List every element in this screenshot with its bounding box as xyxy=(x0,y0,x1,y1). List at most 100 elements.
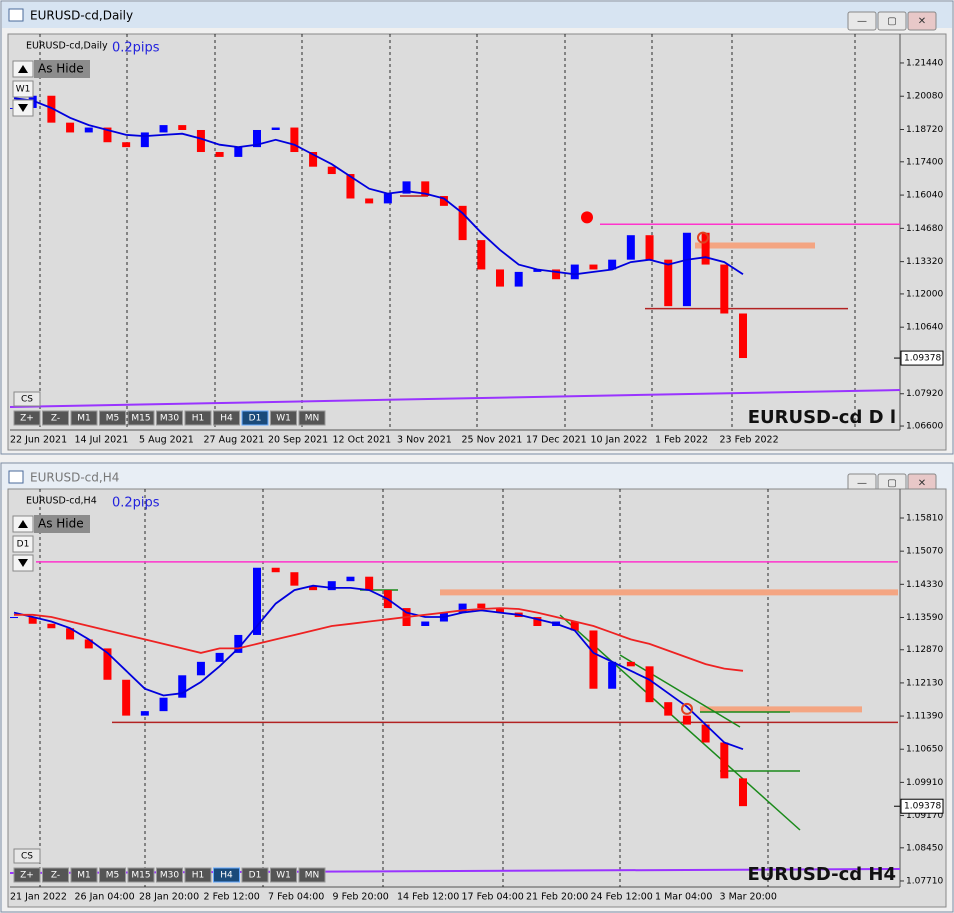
candle xyxy=(327,166,336,175)
close-icon[interactable]: ✕ xyxy=(918,478,926,489)
close-button[interactable] xyxy=(907,11,937,31)
toolbar-button[interactable] xyxy=(99,867,126,883)
period-button-label[interactable]: D1 xyxy=(17,540,30,550)
toolbar-button-label[interactable]: M1 xyxy=(77,871,91,881)
toolbar-button-label[interactable]: M30 xyxy=(160,871,179,881)
toolbar-button[interactable] xyxy=(42,410,69,426)
cs-button[interactable] xyxy=(13,391,41,407)
y-tick-label: 1.14330 xyxy=(906,580,943,590)
toolbar-button-label[interactable]: MN xyxy=(305,414,320,424)
toolbar-button[interactable] xyxy=(184,410,212,426)
toolbar-button-label[interactable]: H4 xyxy=(220,414,233,424)
toolbar-button-label[interactable]: M1 xyxy=(77,414,91,424)
cs-button[interactable] xyxy=(13,848,41,864)
toolbar-button[interactable] xyxy=(13,867,41,883)
toolbar-button[interactable] xyxy=(70,867,98,883)
maximize-icon[interactable]: ▢ xyxy=(887,16,896,27)
x-tick-label: 2 Feb 12:00 xyxy=(204,892,260,903)
candle xyxy=(196,661,205,676)
toolbar-button[interactable] xyxy=(270,410,297,426)
green-trendline xyxy=(619,654,741,728)
candle xyxy=(66,122,75,133)
title-bar xyxy=(2,2,952,28)
price-label: 1.09378 xyxy=(904,802,941,812)
candle xyxy=(346,174,355,199)
toolbar-button[interactable] xyxy=(298,867,326,883)
maximize-icon[interactable]: ▢ xyxy=(887,478,896,489)
candle xyxy=(215,152,224,157)
toolbar-button[interactable] xyxy=(241,867,269,883)
toolbar-button-label[interactable]: M15 xyxy=(131,414,150,424)
candle xyxy=(178,675,187,698)
spread-label: 0.2pips xyxy=(112,496,160,511)
cs-button-label[interactable]: CS xyxy=(21,852,33,862)
close-icon[interactable]: ✕ xyxy=(918,16,926,27)
signal-dot xyxy=(581,211,593,224)
toolbar-button-label[interactable]: H1 xyxy=(192,414,205,424)
toolbar-button-label[interactable]: M5 xyxy=(106,871,120,881)
minimize-icon[interactable]: — xyxy=(857,478,867,489)
toolbar-button-label[interactable]: M5 xyxy=(106,414,120,424)
candle xyxy=(664,259,673,307)
toolbar-button-label[interactable]: W1 xyxy=(276,871,291,881)
candle xyxy=(496,269,504,287)
toolbar-button-label[interactable]: M15 xyxy=(131,871,150,881)
hide-button-label[interactable]: As Hide xyxy=(38,62,84,76)
toolbar-button-label[interactable]: W1 xyxy=(276,414,291,424)
toolbar-button[interactable] xyxy=(99,410,126,426)
candle xyxy=(215,652,224,662)
toolbar-button[interactable] xyxy=(70,410,98,426)
candle xyxy=(739,778,747,807)
toolbar-button[interactable] xyxy=(156,410,183,426)
toolbar-button[interactable] xyxy=(127,410,155,426)
x-tick-label: 23 Feb 2022 xyxy=(720,435,779,446)
candle xyxy=(664,702,673,716)
toolbar-button[interactable] xyxy=(184,867,212,883)
candle xyxy=(458,205,467,241)
candle xyxy=(645,235,654,260)
candle xyxy=(290,127,299,153)
toolbar-button[interactable] xyxy=(127,867,155,883)
hide-button[interactable] xyxy=(34,60,90,78)
hide-button[interactable] xyxy=(34,515,90,533)
toolbar-button[interactable] xyxy=(13,410,41,426)
x-tick-label: 25 Nov 2021 xyxy=(462,435,523,446)
toolbar-button[interactable] xyxy=(270,867,297,883)
period-button-label[interactable]: W1 xyxy=(16,85,31,95)
minimize-button[interactable] xyxy=(847,11,877,31)
candle xyxy=(739,313,747,359)
toolbar-button-label[interactable]: H1 xyxy=(192,871,205,881)
toolbar-button[interactable] xyxy=(213,410,240,426)
signal-ring xyxy=(697,231,709,244)
y-tick-label: 1.16040 xyxy=(906,191,943,201)
toolbar-button-label[interactable]: MN xyxy=(305,871,320,881)
toolbar-button[interactable] xyxy=(298,410,326,426)
maximize-button[interactable] xyxy=(877,11,907,31)
toolbar-button[interactable] xyxy=(42,867,69,883)
candle xyxy=(533,617,542,626)
toolbar-button-label[interactable]: Z- xyxy=(51,871,60,881)
candle xyxy=(645,666,654,703)
toolbar-button-label[interactable]: Z+ xyxy=(20,414,34,424)
period-button[interactable] xyxy=(12,535,34,553)
cs-button-label[interactable]: CS xyxy=(21,395,33,405)
toolbar-button-label[interactable]: H4 xyxy=(220,871,233,881)
toolbar-button-label[interactable]: Z- xyxy=(51,414,60,424)
toolbar-button-label[interactable]: D1 xyxy=(249,871,262,881)
y-tick-label: 1.08450 xyxy=(906,843,943,853)
hide-button-label[interactable]: As Hide xyxy=(38,517,84,531)
toolbar-button-label[interactable]: Z+ xyxy=(20,871,34,881)
candle xyxy=(253,567,261,635)
candle xyxy=(122,142,131,148)
toolbar-button[interactable] xyxy=(213,867,240,883)
period-button[interactable] xyxy=(12,80,34,98)
toolbar-button[interactable] xyxy=(241,410,269,426)
toolbar-button-label[interactable]: M30 xyxy=(160,414,179,424)
minimize-icon[interactable]: — xyxy=(857,16,867,27)
toolbar-button[interactable] xyxy=(156,867,183,883)
y-tick-label: 1.15810 xyxy=(906,514,943,524)
toolbar-button-label[interactable]: D1 xyxy=(249,414,262,424)
y-tick-label: 1.11390 xyxy=(906,712,943,722)
